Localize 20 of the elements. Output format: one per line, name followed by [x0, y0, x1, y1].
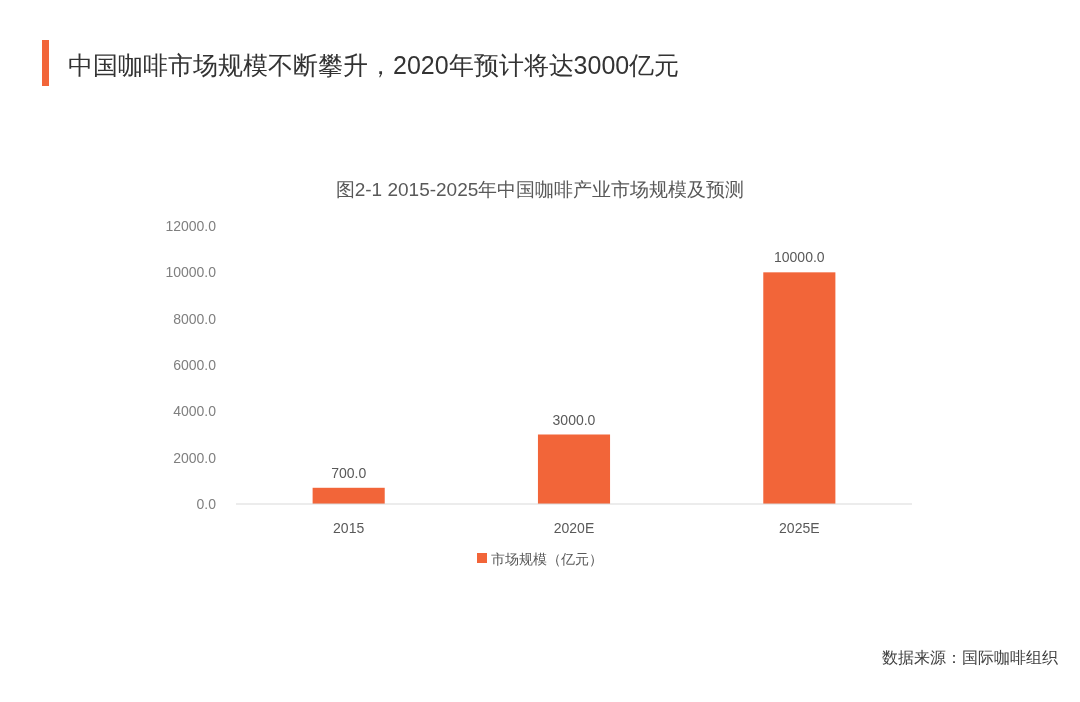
- y-tick-label: 0.0: [196, 496, 217, 512]
- y-tick-label: 10000.0: [165, 264, 217, 281]
- y-tick-label: 8000.0: [173, 310, 217, 327]
- y-tick-label: 6000.0: [173, 357, 217, 373]
- legend-label: 市场规模（亿元）: [491, 551, 603, 567]
- chart-title: 中国咖啡市场规模不断攀升，2020年预计将达3000亿元: [68, 51, 680, 79]
- x-tick-label: 2025E: [779, 520, 820, 536]
- y-tick-label: 4000.0: [173, 403, 217, 420]
- bar: [312, 487, 385, 504]
- bar: [537, 434, 611, 504]
- x-tick-label: 2015: [333, 520, 365, 536]
- chart-subtitle: 图2-1 2015-2025年中国咖啡产业市场规模及预测: [335, 179, 745, 200]
- x-tick-label: 2020E: [553, 520, 595, 536]
- y-tick-label: 12000.0: [165, 218, 217, 234]
- data-label: 10000.0: [774, 249, 825, 266]
- y-tick-label: 2000.0: [173, 449, 217, 466]
- source-note: 数据来源：国际咖啡组织: [882, 649, 1058, 666]
- data-label: 700.0: [331, 464, 367, 481]
- data-label: 3000.0: [552, 411, 596, 428]
- bar: [763, 272, 836, 504]
